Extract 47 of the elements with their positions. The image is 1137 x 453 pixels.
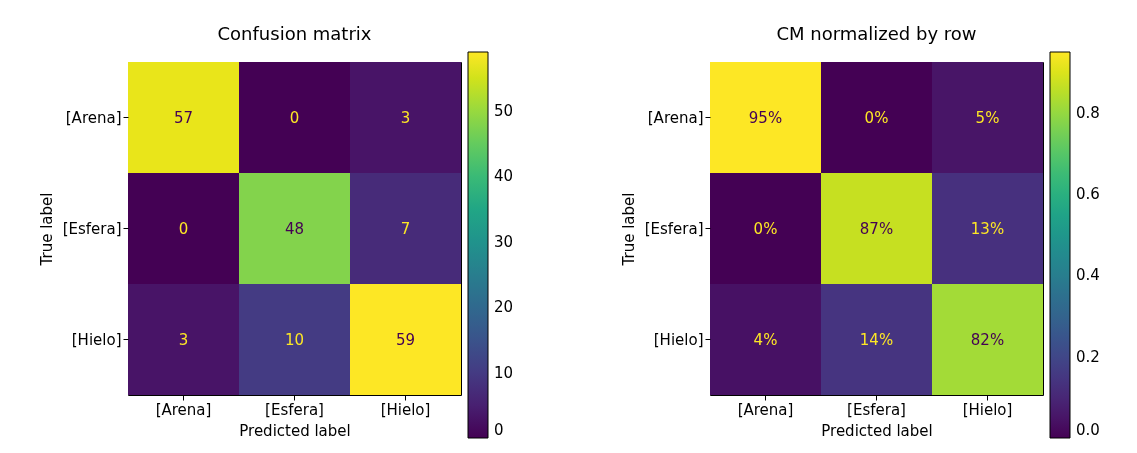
data-label: 87% bbox=[859, 219, 894, 238]
data-label: 7 bbox=[400, 219, 411, 238]
x-tick-label: [Arena] bbox=[737, 400, 794, 419]
color-bar-label: 0.6 bbox=[1076, 185, 1100, 204]
color-bar-label: 0.2 bbox=[1076, 347, 1100, 366]
y-tick-label: [Hielo] bbox=[71, 330, 122, 349]
y-tick-label: [Arena] bbox=[65, 108, 122, 127]
data-label: 13% bbox=[970, 219, 1005, 238]
data-label: 0% bbox=[864, 108, 889, 127]
x-axis-title: Predicted label bbox=[239, 421, 351, 440]
data-label: 3 bbox=[178, 330, 189, 349]
y-axis-title: True label bbox=[619, 192, 638, 267]
color-bar-label: 10 bbox=[494, 363, 514, 382]
color-bar-label: 0 bbox=[494, 421, 504, 439]
data-label: 59 bbox=[395, 330, 416, 349]
x-tick-label: [Hielo] bbox=[962, 400, 1013, 419]
x-tick-label: [Hielo] bbox=[380, 400, 431, 419]
data-label: 10 bbox=[284, 330, 305, 349]
data-label: 5% bbox=[975, 108, 1000, 127]
x-tick-label: [Esfera] bbox=[265, 400, 324, 419]
data-label: 0% bbox=[753, 219, 778, 238]
y-tick-label: [Esfera] bbox=[644, 219, 704, 238]
x-tick-label: [Esfera] bbox=[847, 400, 906, 419]
data-label: 0 bbox=[178, 219, 189, 238]
color-bar-label: 30 bbox=[494, 232, 514, 251]
y-tick-label: [Arena] bbox=[647, 108, 704, 127]
data-label: 57 bbox=[173, 108, 194, 127]
data-label: 0 bbox=[289, 108, 300, 127]
y-axis-title: True label bbox=[37, 192, 56, 267]
y-tick-label: [Hielo] bbox=[653, 330, 704, 349]
x-tick-label: [Arena] bbox=[155, 400, 212, 419]
color-bar-label: 40 bbox=[494, 167, 514, 186]
data-label: 48 bbox=[284, 219, 305, 238]
chart-title: CM normalized by row bbox=[776, 23, 977, 44]
x-axis-title: Predicted label bbox=[821, 421, 933, 440]
color-bar-label: 0.8 bbox=[1076, 103, 1100, 122]
data-label: 95% bbox=[748, 108, 783, 127]
color-bar-label: 20 bbox=[494, 298, 514, 317]
y-tick-label: [Esfera] bbox=[62, 219, 122, 238]
chart-title: Confusion matrix bbox=[217, 23, 372, 44]
data-label: 4% bbox=[753, 330, 778, 349]
data-label: 82% bbox=[970, 330, 1005, 349]
color-bar-label: 0.4 bbox=[1076, 266, 1100, 285]
data-label: 3 bbox=[400, 108, 411, 127]
color-bar-label: 0.0 bbox=[1076, 421, 1100, 439]
color-bar-label: 50 bbox=[494, 101, 514, 120]
data-label: 14% bbox=[859, 330, 894, 349]
